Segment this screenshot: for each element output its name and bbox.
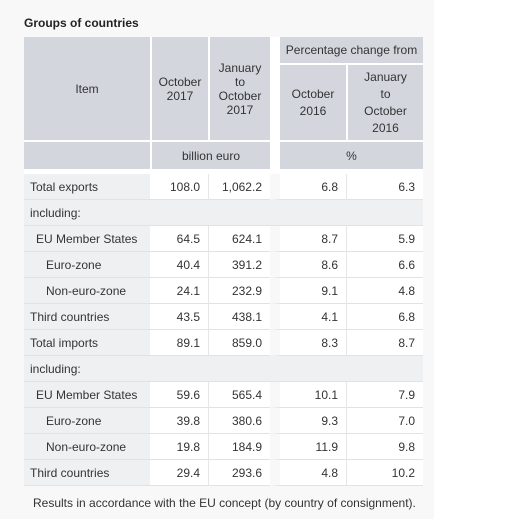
value-jan-oct-2017: 184.9 [208,434,270,460]
value-jan-oct-2017: 859.0 [208,330,270,356]
table-row: including: [24,356,423,382]
row-label: Euro-zone [24,252,150,278]
table-row: including: [24,200,423,226]
row-label: Non-euro-zone [24,278,150,304]
value-jan-oct-2017: 565.4 [208,382,270,408]
table-row: EU Member States 59.6 565.4 10.1 7.9 [24,382,423,408]
value-change-jan-oct-2016: 7.0 [346,408,423,434]
header-october-2016: October 2016 [270,65,346,140]
value-jan-oct-2017: 438.1 [208,304,270,330]
value-october-2017: 59.6 [150,382,208,408]
value-jan-oct-2017: 391.2 [208,252,270,278]
value-october-2017: 24.1 [150,278,208,304]
value-october-2017: 19.8 [150,434,208,460]
value-jan-oct-2017: 293.6 [208,460,270,486]
table-title: Groups of countries [24,16,139,30]
table-row: Third countries 29.4 293.6 4.8 10.2 [24,460,423,486]
row-label: including: [24,356,423,382]
value-change-october-2016: 8.6 [270,252,346,278]
table-row: Euro-zone 40.4 391.2 8.6 6.6 [24,252,423,278]
value-october-2017: 108.0 [150,174,208,200]
value-jan-oct-2017: 380.6 [208,408,270,434]
value-jan-oct-2017: 1,062.2 [208,174,270,200]
table-row: Non-euro-zone 24.1 232.9 9.1 4.8 [24,278,423,304]
row-label: EU Member States [24,226,150,252]
table-row: Total imports 89.1 859.0 8.3 8.7 [24,330,423,356]
value-change-jan-oct-2016: 6.8 [346,304,423,330]
value-october-2017: 29.4 [150,460,208,486]
value-change-october-2016: 4.1 [270,304,346,330]
value-october-2017: 64.5 [150,226,208,252]
row-label: Third countries [24,460,150,486]
header-unit-empty [24,140,150,169]
value-jan-oct-2017: 624.1 [208,226,270,252]
header-percentage-change: Percentage change from [270,37,423,65]
value-change-october-2016: 11.9 [270,434,346,460]
table-row: Total exports 108.0 1,062.2 6.8 6.3 [24,174,423,200]
header-unit-billion-euro: billion euro [150,140,270,169]
table-row: Third countries 43.5 438.1 4.1 6.8 [24,304,423,330]
value-change-jan-oct-2016: 9.8 [346,434,423,460]
value-change-october-2016: 4.8 [270,460,346,486]
row-label: Total exports [24,174,150,200]
header-item: Item [24,37,150,140]
value-october-2017: 40.4 [150,252,208,278]
row-label: EU Member States [24,382,150,408]
footnote: Results in accordance with the EU concep… [33,496,416,510]
groups-of-countries-table: Item October 2017 January to October 2017 Pe… [24,37,423,486]
table-row: EU Member States 64.5 624.1 8.7 5.9 [24,226,423,252]
row-label: including: [24,200,423,226]
header-october-2017: October 2017 [150,37,208,140]
value-change-october-2016: 10.1 [270,382,346,408]
value-change-jan-oct-2016: 5.9 [346,226,423,252]
value-change-jan-oct-2016: 10.2 [346,460,423,486]
value-change-jan-oct-2016: 6.6 [346,252,423,278]
value-change-jan-oct-2016: 4.8 [346,278,423,304]
value-october-2017: 89.1 [150,330,208,356]
table-row: Euro-zone 39.8 380.6 9.3 7.0 [24,408,423,434]
value-change-october-2016: 8.7 [270,226,346,252]
row-label: Non-euro-zone [24,434,150,460]
value-change-jan-oct-2016: 6.3 [346,174,423,200]
header-january-october-2016: January to October 2016 [346,65,423,140]
value-october-2017: 39.8 [150,408,208,434]
header-january-october-2017: January to October 2017 [208,37,270,140]
value-october-2017: 43.5 [150,304,208,330]
value-change-october-2016: 8.3 [270,330,346,356]
value-change-october-2016: 9.1 [270,278,346,304]
value-change-october-2016: 9.3 [270,408,346,434]
row-label: Total imports [24,330,150,356]
value-change-jan-oct-2016: 8.7 [346,330,423,356]
table-row: Non-euro-zone 19.8 184.9 11.9 9.8 [24,434,423,460]
value-jan-oct-2017: 232.9 [208,278,270,304]
row-label: Third countries [24,304,150,330]
value-change-jan-oct-2016: 7.9 [346,382,423,408]
row-label: Euro-zone [24,408,150,434]
header-unit-percent: % [270,140,423,169]
value-change-october-2016: 6.8 [270,174,346,200]
